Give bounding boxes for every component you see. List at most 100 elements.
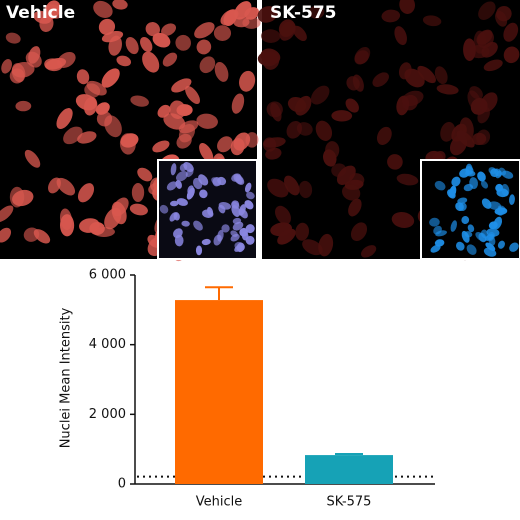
y-axis-label: Nuclei Mean Intensity [59,307,74,448]
micrographs [0,0,520,262]
nucleus [336,165,356,185]
nucleus [193,220,203,231]
nucleus [267,178,289,198]
nucleus [83,96,98,116]
nucleus [196,113,218,129]
nucleus [278,19,296,38]
nucleus [451,176,461,187]
nucleus [1,59,12,74]
nucleus [509,242,519,252]
nucleus [176,170,188,182]
nucleus [214,61,229,82]
nucleus [348,198,362,217]
x-tick-label: Vehicle [196,495,243,510]
nucleus [159,204,169,214]
nucleus [169,212,178,222]
nucleus [56,177,76,196]
nucleus [111,201,127,225]
nucleus [233,174,245,185]
nucleus [217,136,233,153]
nucleus [422,15,442,27]
nucleus [93,0,113,18]
nucleus [185,85,200,105]
nucleus [79,218,100,233]
nucleus [175,34,191,51]
nucleus [169,100,186,119]
nucleus [461,215,470,225]
nucleus [436,84,459,95]
nucleus [9,68,25,84]
nucleus [112,0,128,10]
nucleus [84,83,101,98]
nucleus [501,183,510,197]
nucleus [221,224,230,233]
nucleus [483,59,503,72]
nucleus [232,217,242,225]
nucleus [161,23,177,36]
nucleus [372,72,389,88]
nucleus [463,183,474,192]
nucleus [292,25,307,42]
nucleus [456,130,475,148]
nucleus [44,58,63,72]
nucleus [238,208,248,219]
nucleus [503,46,520,64]
nucleus [477,171,486,182]
nucleus [394,26,407,46]
nucleus [166,181,177,191]
nucleus [475,231,487,242]
nucleus [399,0,415,14]
nucleus [286,120,303,139]
nucleus [469,86,483,100]
nucleus [434,180,446,191]
nucleus [233,17,250,28]
nucleus [463,38,476,61]
nucleus [341,184,361,201]
nucleus [131,182,145,203]
nucleus [12,189,34,207]
nucleus [217,229,224,242]
bar [305,455,393,484]
nucleus [298,180,313,199]
nucleus [459,168,470,178]
nucleus [265,147,282,160]
nucleus [480,180,489,189]
nucleus [194,22,215,39]
nucleus [48,177,61,194]
nucleus [217,176,227,186]
nucleus [477,30,495,49]
nucleus [283,175,300,196]
nucleus [404,68,425,88]
nucleus [376,126,392,145]
nucleus [195,245,203,256]
nucleus [495,183,503,192]
nucleus [181,220,190,227]
nucleus [169,200,179,207]
nucleus [120,133,139,148]
nucleus [434,66,448,85]
nucleus [245,132,259,148]
nucleus [130,95,149,107]
nucleus [501,170,514,179]
nucleus [162,52,178,67]
nucleus [192,177,203,190]
nucleus [308,5,325,19]
nucleus [207,206,214,217]
panel-label: SK-575 [270,3,336,23]
y-tick-label: 6 000 [89,268,126,283]
nucleus [275,205,291,225]
nucleus [175,180,182,189]
nucleus [361,245,377,258]
nucleus [183,162,194,172]
nucleus [497,240,505,249]
nucleus [15,100,32,112]
nucleus [140,36,153,53]
nucleus [350,222,368,242]
nucleus [234,241,246,251]
nucleus [174,234,184,247]
nucleus [325,141,340,160]
nucleus [429,217,440,227]
x-tick-label: SK-575 [327,495,372,510]
nucleus [310,85,330,105]
